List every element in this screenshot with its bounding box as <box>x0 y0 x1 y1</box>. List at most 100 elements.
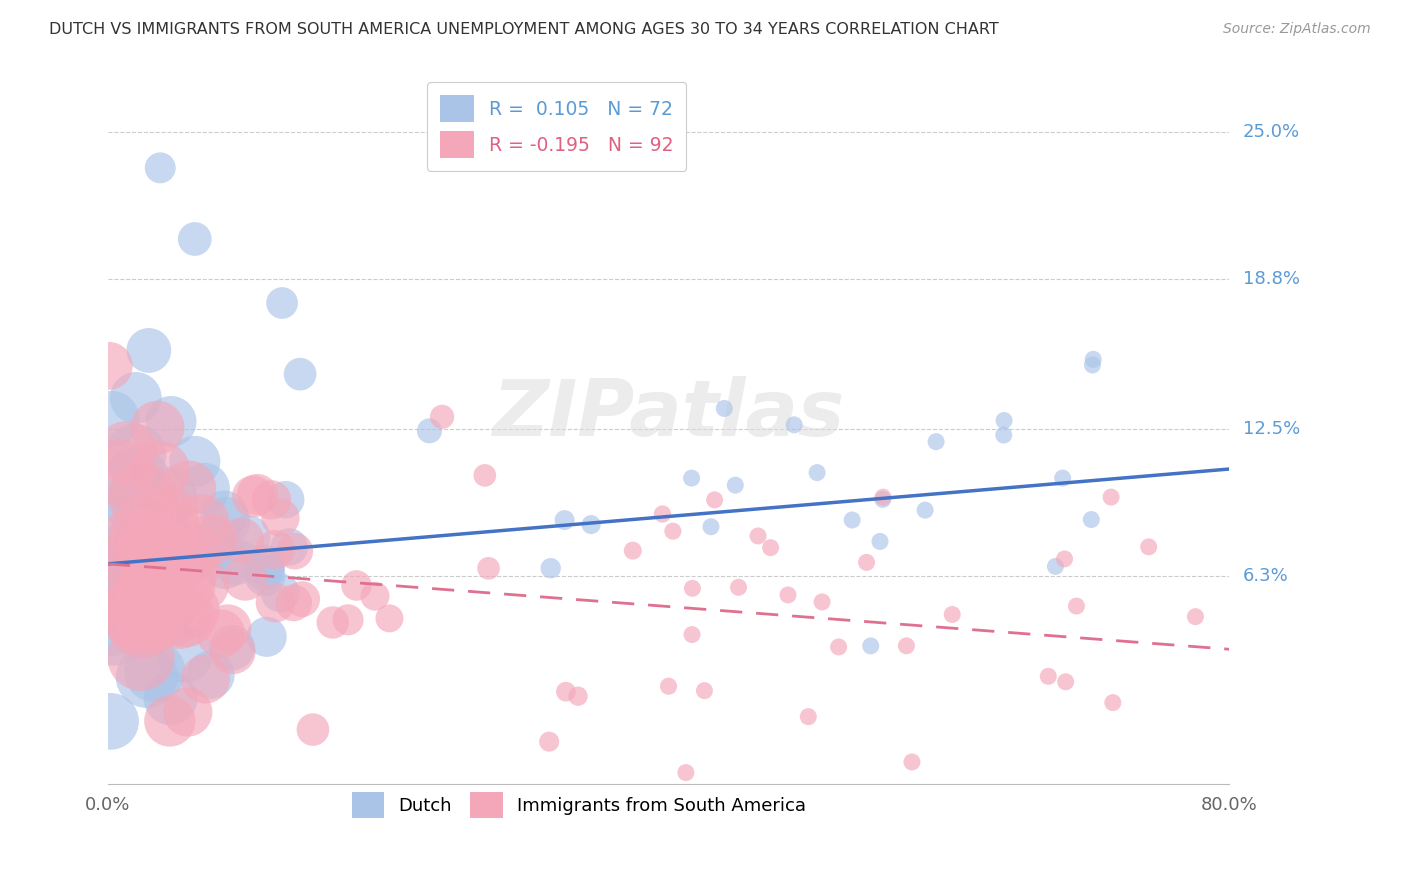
Point <box>288 367 311 381</box>
Point <box>291 592 314 607</box>
Point <box>143 665 166 679</box>
Point <box>747 529 769 543</box>
Point <box>138 609 160 624</box>
Point <box>700 519 723 533</box>
Text: 12.5%: 12.5% <box>1243 420 1301 438</box>
Point <box>125 474 148 488</box>
Point <box>131 604 153 618</box>
Point <box>806 466 828 480</box>
Point <box>127 551 149 566</box>
Point <box>703 492 725 507</box>
Point <box>155 491 177 505</box>
Point <box>124 560 146 574</box>
Point <box>97 359 120 373</box>
Point <box>1038 669 1060 683</box>
Point <box>200 668 222 682</box>
Point <box>872 492 894 507</box>
Point <box>1099 490 1122 504</box>
Text: 6.3%: 6.3% <box>1243 566 1288 585</box>
Point <box>110 466 132 480</box>
Point <box>264 542 287 557</box>
Point <box>1066 599 1088 613</box>
Point <box>681 582 703 596</box>
Point <box>132 605 155 619</box>
Point <box>238 530 260 544</box>
Text: DUTCH VS IMMIGRANTS FROM SOUTH AMERICA UNEMPLOYMENT AMONG AGES 30 TO 34 YEARS CO: DUTCH VS IMMIGRANTS FROM SOUTH AMERICA U… <box>49 22 998 37</box>
Point <box>1101 696 1123 710</box>
Point <box>103 618 125 632</box>
Point <box>302 723 325 737</box>
Point <box>538 734 561 748</box>
Point <box>896 639 918 653</box>
Point <box>579 517 602 532</box>
Point <box>176 611 198 625</box>
Point <box>477 561 499 575</box>
Text: ZIPatlas: ZIPatlas <box>492 376 845 452</box>
Point <box>141 545 163 559</box>
Point <box>264 596 287 610</box>
Point <box>783 417 806 432</box>
Point <box>337 613 360 627</box>
Point <box>191 514 214 528</box>
Text: Source: ZipAtlas.com: Source: ZipAtlas.com <box>1223 22 1371 37</box>
Point <box>1080 512 1102 526</box>
Point <box>855 555 877 569</box>
Point <box>221 640 243 655</box>
Point <box>567 689 589 703</box>
Point <box>1045 559 1067 574</box>
Point <box>274 492 297 507</box>
Point <box>132 491 155 505</box>
Point <box>914 503 936 517</box>
Point <box>869 534 891 549</box>
Point <box>681 627 703 641</box>
Point <box>100 714 122 729</box>
Point <box>152 595 174 609</box>
Point <box>160 607 183 621</box>
Point <box>100 582 122 597</box>
Point <box>727 580 749 594</box>
Point <box>155 520 177 534</box>
Point <box>278 540 301 554</box>
Point <box>200 533 222 547</box>
Point <box>198 541 221 555</box>
Point <box>212 508 235 522</box>
Point <box>136 524 159 539</box>
Text: 18.8%: 18.8% <box>1243 270 1299 288</box>
Point <box>176 705 198 719</box>
Point <box>124 448 146 462</box>
Point <box>181 545 204 559</box>
Point <box>841 513 863 527</box>
Point <box>112 572 135 586</box>
Point <box>859 639 882 653</box>
Point <box>103 532 125 546</box>
Point <box>1137 540 1160 554</box>
Point <box>215 514 238 528</box>
Point <box>159 714 181 728</box>
Point <box>901 755 924 769</box>
Point <box>621 543 644 558</box>
Point <box>100 412 122 426</box>
Point <box>1054 674 1077 689</box>
Point <box>184 454 207 468</box>
Point <box>253 558 276 572</box>
Point <box>194 672 217 686</box>
Point <box>242 490 264 504</box>
Point <box>177 564 200 578</box>
Point <box>135 670 157 684</box>
Point <box>155 563 177 577</box>
Point <box>651 507 673 521</box>
Point <box>540 561 562 575</box>
Point <box>193 482 215 496</box>
Point <box>759 541 782 555</box>
Point <box>1052 471 1074 485</box>
Point <box>180 602 202 616</box>
Point <box>214 558 236 572</box>
Point <box>138 343 160 358</box>
Point <box>125 391 148 405</box>
Point <box>993 428 1015 442</box>
Point <box>872 490 894 504</box>
Point <box>145 557 167 571</box>
Point <box>418 424 440 438</box>
Point <box>128 494 150 508</box>
Point <box>225 555 247 569</box>
